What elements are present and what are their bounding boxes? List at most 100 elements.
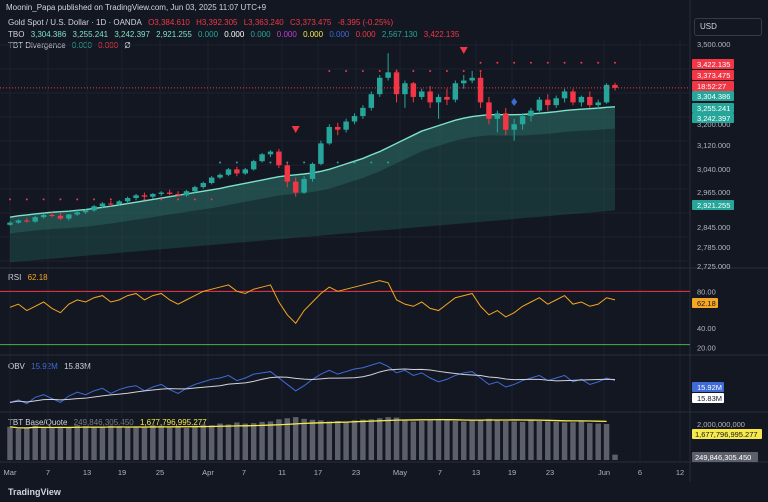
volume-bar bbox=[82, 426, 89, 460]
candle-body bbox=[326, 126, 333, 144]
tradingview-logo[interactable]: TradingView bbox=[8, 487, 61, 497]
candle-body bbox=[116, 201, 122, 205]
time-tick-label: May bbox=[393, 468, 407, 477]
currency-selector[interactable]: USD bbox=[694, 18, 762, 36]
obv-ma-line bbox=[9, 368, 616, 403]
volume-bar bbox=[40, 427, 47, 460]
time-tick-label: 13 bbox=[83, 468, 91, 477]
stop-dot bbox=[353, 161, 356, 164]
candle-body bbox=[595, 102, 601, 106]
candle-body bbox=[561, 91, 568, 99]
volume-bar bbox=[419, 421, 425, 460]
candle-body bbox=[99, 203, 106, 207]
candle-body bbox=[545, 99, 551, 106]
price-badge-label: 3,422.135 bbox=[697, 60, 730, 69]
volume-bar bbox=[225, 424, 232, 460]
obv-legend[interactable]: OBV 15.92M 15.83M bbox=[8, 362, 95, 372]
base-badge-label: 249,846,305.450 bbox=[695, 453, 751, 462]
candle-body bbox=[578, 96, 585, 103]
candle-body bbox=[612, 84, 618, 88]
tbo-value: 2,921.255 bbox=[156, 30, 192, 39]
base-ma-badge-bg bbox=[692, 429, 762, 439]
price-badge-bg bbox=[692, 81, 734, 91]
rsi-pane bbox=[0, 280, 690, 346]
volume-bar bbox=[368, 419, 375, 460]
volume-bar bbox=[351, 420, 358, 460]
volume-ma-line bbox=[9, 418, 607, 429]
price-badge-bg bbox=[692, 91, 734, 101]
candle-body bbox=[494, 113, 501, 119]
candle-body bbox=[284, 165, 291, 182]
candle-body bbox=[402, 83, 408, 95]
volume-bar bbox=[570, 422, 576, 460]
base-tick-label: 2,000,000,000 bbox=[697, 420, 745, 429]
candle-body bbox=[376, 77, 383, 95]
volume-bar bbox=[192, 425, 198, 460]
stop-dot bbox=[42, 198, 45, 201]
candle-body bbox=[225, 169, 232, 175]
candle-body bbox=[250, 161, 257, 170]
volume-bar bbox=[7, 426, 13, 460]
tbo-value: 2,567.130 bbox=[381, 30, 418, 39]
candle-body bbox=[469, 77, 475, 81]
tbo-value: 3,242.397 bbox=[114, 30, 150, 39]
rsi-legend[interactable]: RSI 62.18 bbox=[8, 273, 52, 283]
candle-body bbox=[200, 183, 206, 188]
ohlc-change: -8.395 (-0.25%) bbox=[337, 18, 394, 27]
volume-bar bbox=[250, 423, 257, 460]
rsi-legend-value: 62.18 bbox=[27, 273, 48, 282]
volume-bar bbox=[217, 423, 223, 460]
candle-body bbox=[334, 126, 341, 130]
volume-bar bbox=[519, 421, 526, 460]
obv-label: OBV bbox=[8, 362, 25, 371]
candle-body bbox=[318, 143, 324, 164]
volume-bar bbox=[595, 423, 601, 460]
candle-body bbox=[570, 91, 576, 103]
price-badge-bg bbox=[692, 70, 734, 80]
stop-dot bbox=[93, 198, 96, 201]
volume-bar bbox=[208, 425, 215, 460]
volume-bar bbox=[116, 426, 122, 460]
candle-body bbox=[158, 192, 164, 194]
time-tick-label: 13 bbox=[472, 468, 480, 477]
volume-bar bbox=[108, 425, 114, 460]
symbol-title[interactable]: Gold Spot / U.S. Dollar · 1D · OANDA bbox=[8, 18, 142, 27]
time-tick-label: Apr bbox=[202, 468, 214, 477]
price-badge-label: 2,921.255 bbox=[697, 201, 730, 210]
obv-ma-badge-label: 15.83M bbox=[697, 394, 722, 403]
time-axis[interactable]: Mar 7 13 19 25 Apr 7 11 17 23 May 7 13 19 23 Jun 6 12 bbox=[4, 468, 685, 477]
candle-body bbox=[301, 178, 307, 193]
tbo-dots bbox=[9, 61, 616, 201]
candle-body bbox=[242, 169, 249, 174]
price-axis[interactable]: 3,500.0003,120.0003,040.0002,965.0002,90… bbox=[692, 40, 762, 462]
stop-dot bbox=[160, 198, 163, 201]
obv-legend-value: 15.92M bbox=[31, 362, 58, 371]
price-tick-label: 3,040.000 bbox=[697, 165, 730, 174]
stop-dot bbox=[597, 61, 600, 64]
volume-bar bbox=[427, 420, 433, 460]
candle-body bbox=[292, 181, 299, 193]
stop-dot bbox=[336, 161, 339, 164]
volume-bar bbox=[393, 417, 400, 460]
volume-bar bbox=[343, 421, 349, 460]
stop-dot bbox=[546, 61, 549, 64]
volume-bar bbox=[503, 421, 509, 460]
volume-bar bbox=[587, 423, 593, 460]
base-legend[interactable]: TBT Base/Quote 249,846,305.450 1,677,796… bbox=[8, 418, 211, 428]
volume-bar bbox=[74, 425, 80, 460]
stop-dot bbox=[25, 198, 28, 201]
volume-bar bbox=[511, 421, 517, 460]
candle-body bbox=[108, 203, 114, 205]
rsi-tick-label: 20.00 bbox=[697, 344, 716, 353]
published-header: Moonin_Papa published on TradingView.com… bbox=[6, 3, 267, 12]
candle-body bbox=[427, 91, 433, 103]
tbo-legend[interactable]: TBO 3,304.386 3,255.241 3,242.397 2,921.… bbox=[8, 30, 463, 40]
base-badge-bg bbox=[692, 452, 758, 462]
volume-bar bbox=[150, 425, 156, 460]
candle-body bbox=[259, 154, 265, 162]
volume-bar bbox=[301, 418, 307, 460]
candle-body bbox=[385, 72, 391, 78]
candle-body bbox=[276, 151, 282, 166]
tbo-value: 3,255.241 bbox=[72, 30, 109, 39]
